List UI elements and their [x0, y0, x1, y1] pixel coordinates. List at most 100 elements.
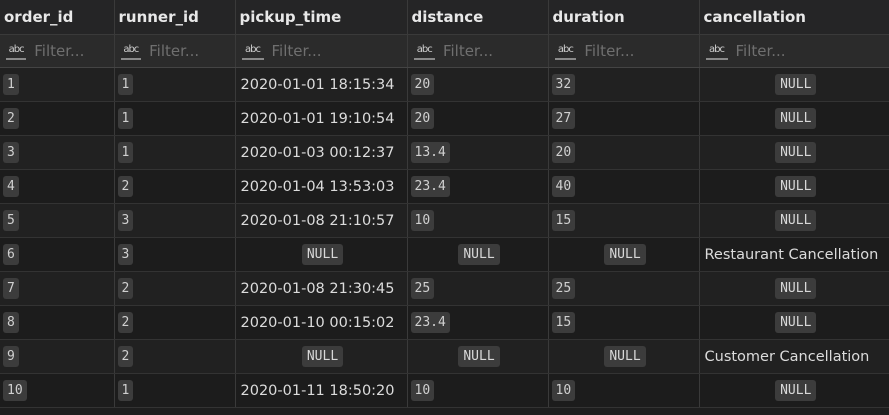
cell-order-id[interactable]: 8 [0, 305, 115, 340]
cell-distance[interactable]: 13.4 [407, 135, 549, 170]
table-row[interactable]: 2 1 2020-01-01 19:10:54 20 27 NULL [0, 101, 889, 136]
cell-runner-id[interactable]: 3 [114, 237, 236, 272]
cell-distance[interactable]: 23.4 [407, 169, 549, 204]
cell-pickup-time[interactable]: 2020-01-10 00:15:02 [235, 305, 408, 340]
cell-order-id[interactable]: 6 [0, 237, 115, 272]
cell-value: 6 [3, 244, 19, 265]
cell-order-id[interactable]: 10 [0, 373, 115, 408]
cell-cancellation[interactable]: NULL [699, 271, 889, 306]
filter-cell-runner-id: abc [114, 34, 236, 68]
table-row[interactable]: 1 1 2020-01-01 18:15:34 20 32 NULL [0, 67, 889, 102]
cell-order-id[interactable]: 1 [0, 67, 115, 102]
cell-pickup-time[interactable]: 2020-01-03 00:12:37 [235, 135, 408, 170]
table-row[interactable]: 8 2 2020-01-10 00:15:02 23.4 15 NULL [0, 305, 889, 340]
cell-order-id[interactable]: 5 [0, 203, 115, 238]
table-row[interactable]: 7 2 2020-01-08 21:30:45 25 25 NULL [0, 271, 889, 306]
cell-order-id[interactable]: 3 [0, 135, 115, 170]
cell-runner-id[interactable]: 2 [114, 305, 236, 340]
cell-pickup-time[interactable]: NULL [235, 237, 408, 272]
cell-order-id[interactable]: 9 [0, 339, 115, 374]
cell-pickup-time[interactable]: 2020-01-11 18:50:20 [235, 373, 408, 408]
null-value-badge: NULL [775, 176, 817, 197]
cell-cancellation[interactable]: Restaurant Cancellation [699, 237, 889, 272]
cell-value: 2020-01-03 00:12:37 [240, 144, 395, 161]
cell-duration[interactable]: 40 [548, 169, 700, 204]
column-header-cancellation[interactable]: cancellation [699, 0, 889, 35]
cell-duration[interactable]: 32 [548, 67, 700, 102]
cell-distance[interactable]: 23.4 [407, 305, 549, 340]
table-row[interactable]: 9 2 NULL NULL NULL Customer Cancellation [0, 339, 889, 374]
cell-distance[interactable]: 10 [407, 203, 549, 238]
cell-cancellation[interactable]: Customer Cancellation [699, 339, 889, 374]
column-header-order-id[interactable]: order_id [0, 0, 115, 35]
table-row[interactable]: 4 2 2020-01-04 13:53:03 23.4 40 NULL [0, 169, 889, 204]
filter-input-duration[interactable] [584, 42, 698, 60]
cell-runner-id[interactable]: 1 [114, 101, 236, 136]
cell-runner-id[interactable]: 1 [114, 67, 236, 102]
filter-input-runner-id[interactable] [149, 42, 234, 60]
cell-pickup-time[interactable]: 2020-01-04 13:53:03 [235, 169, 408, 204]
abc-text-type-icon: abc [241, 42, 264, 60]
cell-distance[interactable]: 20 [407, 101, 549, 136]
null-value-badge: NULL [775, 108, 817, 129]
cell-cancellation[interactable]: NULL [699, 169, 889, 204]
cell-runner-id[interactable]: 3 [114, 203, 236, 238]
cell-cancellation[interactable]: NULL [699, 203, 889, 238]
cell-value: Restaurant Cancellation [704, 246, 879, 263]
cell-pickup-time[interactable]: NULL [235, 339, 408, 374]
cell-runner-id[interactable]: 1 [114, 135, 236, 170]
cell-order-id[interactable]: 7 [0, 271, 115, 306]
filter-input-distance[interactable] [442, 42, 547, 60]
cell-runner-id[interactable]: 2 [114, 339, 236, 374]
cell-value: 23.4 [410, 312, 450, 333]
cell-pickup-time[interactable]: 2020-01-01 18:15:34 [235, 67, 408, 102]
cell-duration[interactable]: NULL [548, 237, 700, 272]
cell-pickup-time[interactable]: 2020-01-08 21:30:45 [235, 271, 408, 306]
null-value-badge: NULL [775, 380, 817, 401]
cell-pickup-time[interactable]: 2020-01-01 19:10:54 [235, 101, 408, 136]
cell-runner-id[interactable]: 1 [114, 373, 236, 408]
null-value-badge: NULL [775, 210, 817, 231]
cell-duration[interactable]: 25 [548, 271, 700, 306]
cell-value: 5 [3, 210, 19, 231]
filter-input-pickup-time[interactable] [271, 42, 404, 60]
column-header-pickup-time[interactable]: pickup_time [235, 0, 408, 35]
table-row[interactable]: 6 3 NULL NULL NULL Restaurant Cancellation [0, 237, 889, 272]
cell-duration[interactable]: 15 [548, 203, 700, 238]
column-header-distance[interactable]: distance [407, 0, 549, 35]
cell-cancellation[interactable]: NULL [699, 305, 889, 340]
cell-distance[interactable]: NULL [407, 237, 549, 272]
filter-input-cancellation[interactable] [735, 42, 883, 60]
cell-runner-id[interactable]: 2 [114, 169, 236, 204]
column-header-duration[interactable]: duration [548, 0, 700, 35]
cell-duration[interactable]: 10 [548, 373, 700, 408]
cell-pickup-time[interactable]: 2020-01-08 21:10:57 [235, 203, 408, 238]
table-row[interactable]: 10 1 2020-01-11 18:50:20 10 10 NULL [0, 373, 889, 408]
cell-cancellation[interactable]: NULL [699, 373, 889, 408]
cell-distance[interactable]: NULL [407, 339, 549, 374]
cell-cancellation[interactable]: NULL [699, 67, 889, 102]
cell-duration[interactable]: 27 [548, 101, 700, 136]
cell-value: 23.4 [410, 176, 450, 197]
cell-value: 20 [410, 74, 435, 95]
cell-value: 2 [3, 108, 19, 129]
cell-distance[interactable]: 25 [407, 271, 549, 306]
header-row: order_id runner_id pickup_time distance … [0, 0, 889, 35]
cell-distance[interactable]: 10 [407, 373, 549, 408]
cell-duration[interactable]: 20 [548, 135, 700, 170]
cell-order-id[interactable]: 2 [0, 101, 115, 136]
cell-duration[interactable]: NULL [548, 339, 700, 374]
filter-input-order-id[interactable] [34, 42, 113, 60]
cell-cancellation[interactable]: NULL [699, 135, 889, 170]
cell-value: 20 [551, 142, 576, 163]
cell-value: 8 [3, 312, 19, 333]
column-header-runner-id[interactable]: runner_id [114, 0, 236, 35]
cell-order-id[interactable]: 4 [0, 169, 115, 204]
cell-value: 2020-01-08 21:30:45 [240, 280, 395, 297]
cell-runner-id[interactable]: 2 [114, 271, 236, 306]
cell-duration[interactable]: 15 [548, 305, 700, 340]
cell-distance[interactable]: 20 [407, 67, 549, 102]
table-row[interactable]: 5 3 2020-01-08 21:10:57 10 15 NULL [0, 203, 889, 238]
cell-cancellation[interactable]: NULL [699, 101, 889, 136]
table-row[interactable]: 3 1 2020-01-03 00:12:37 13.4 20 NULL [0, 135, 889, 170]
